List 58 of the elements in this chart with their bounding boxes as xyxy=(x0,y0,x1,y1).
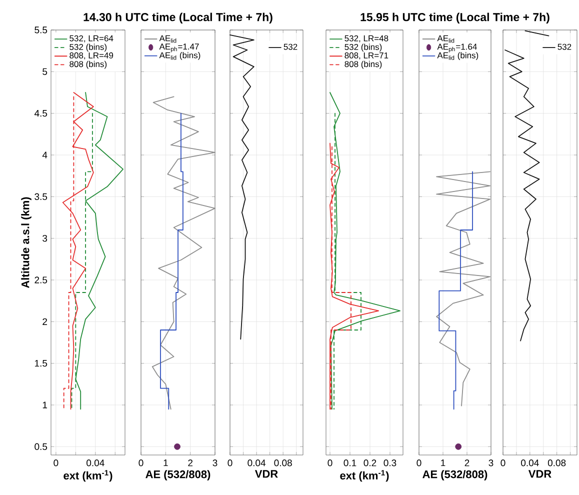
x-axis-title: AE (532/808) xyxy=(146,470,210,480)
x-tick-label: 0.08 xyxy=(274,460,292,466)
legend-label: 532, LR=64 xyxy=(70,35,114,42)
x-tick-label: 0 xyxy=(228,460,232,466)
x-tick-label: 2 xyxy=(464,460,470,466)
x-axis-title: VDR xyxy=(528,470,552,478)
legend-label: 808, LR=71 xyxy=(344,52,388,60)
x-tick-label: 0 xyxy=(416,460,422,466)
y-tick-label: 2.5 xyxy=(34,276,48,284)
chart-title: 15.95 h UTC time (Local Time + 7h) xyxy=(360,12,550,24)
legend-label: 808, LR=49 xyxy=(70,52,114,60)
y-tick-label: 5.5 xyxy=(34,26,48,34)
x-tick-label: 1 xyxy=(441,460,446,466)
x-tick-label: 3 xyxy=(488,460,494,466)
line-series xyxy=(62,92,94,410)
x-tick-label: 0 xyxy=(54,460,58,466)
y-tick-label: 1 xyxy=(42,402,48,408)
legend-label: 532 (bins) xyxy=(70,44,107,52)
x-tick-label: 0.04 xyxy=(521,460,539,466)
y-tick-label: 2 xyxy=(42,318,48,325)
y-tick-label: 0.5 xyxy=(34,443,48,450)
x-tick-label: 0.04 xyxy=(86,460,104,466)
line-series xyxy=(75,92,124,410)
x-tick-label: 0 xyxy=(138,460,144,466)
x-tick-label: 0.3 xyxy=(384,460,396,466)
x-tick-label: 0.08 xyxy=(548,460,566,466)
legend-label: 808 (bins) xyxy=(70,60,107,69)
y-axis-title: Altitude a.s.l (km) xyxy=(21,197,32,288)
x-tick-label: 3 xyxy=(212,460,218,466)
chart-title: 14.30 h UTC time (Local Time + 7h) xyxy=(84,12,272,24)
x-axis-title: AE (532/808) xyxy=(422,470,488,480)
y-tick-label: 3.5 xyxy=(34,193,48,200)
legend-label: AE$_{lid}$ (bins) xyxy=(437,52,478,60)
x-tick-label: 1 xyxy=(164,460,168,466)
legend-label: AE$_{lid}$ xyxy=(437,35,454,43)
legend-label: 532 (bins) xyxy=(344,44,382,52)
legend-label: 532 xyxy=(558,44,572,50)
legend-label: 808 (bins) xyxy=(344,60,382,69)
legend-label: AE$_{lid}$ (bins) xyxy=(159,52,200,60)
x-axis-title: ext (km$^{-1}$) xyxy=(64,470,112,482)
legend-label: AE$_{ph}$=1.64 xyxy=(437,44,477,52)
x-tick-label: 0.1 xyxy=(344,460,356,466)
x-tick-label: 0.2 xyxy=(364,460,376,466)
x-tick-label: 0 xyxy=(500,460,506,466)
y-tick-label: 5 xyxy=(42,68,48,75)
y-tick-label: 4.5 xyxy=(34,110,48,117)
legend-label: 532, LR=48 xyxy=(344,35,388,42)
legend-label: AE$_{ph}$=1.47 xyxy=(159,44,199,52)
x-tick-label: 2 xyxy=(188,460,193,466)
legend-label: 532 xyxy=(284,44,298,50)
x-axis-title: VDR xyxy=(254,470,278,478)
legend-label: AE$_{lid}$ xyxy=(159,35,176,43)
y-tick-label: 3 xyxy=(42,234,48,242)
x-tick-label: 0 xyxy=(328,460,332,466)
y-tick-label: 1.5 xyxy=(34,360,48,367)
y-tick-label: 4 xyxy=(42,152,48,158)
x-axis-title: ext (km$^{-1}$) xyxy=(340,470,389,482)
x-tick-label: 0.04 xyxy=(248,460,266,466)
